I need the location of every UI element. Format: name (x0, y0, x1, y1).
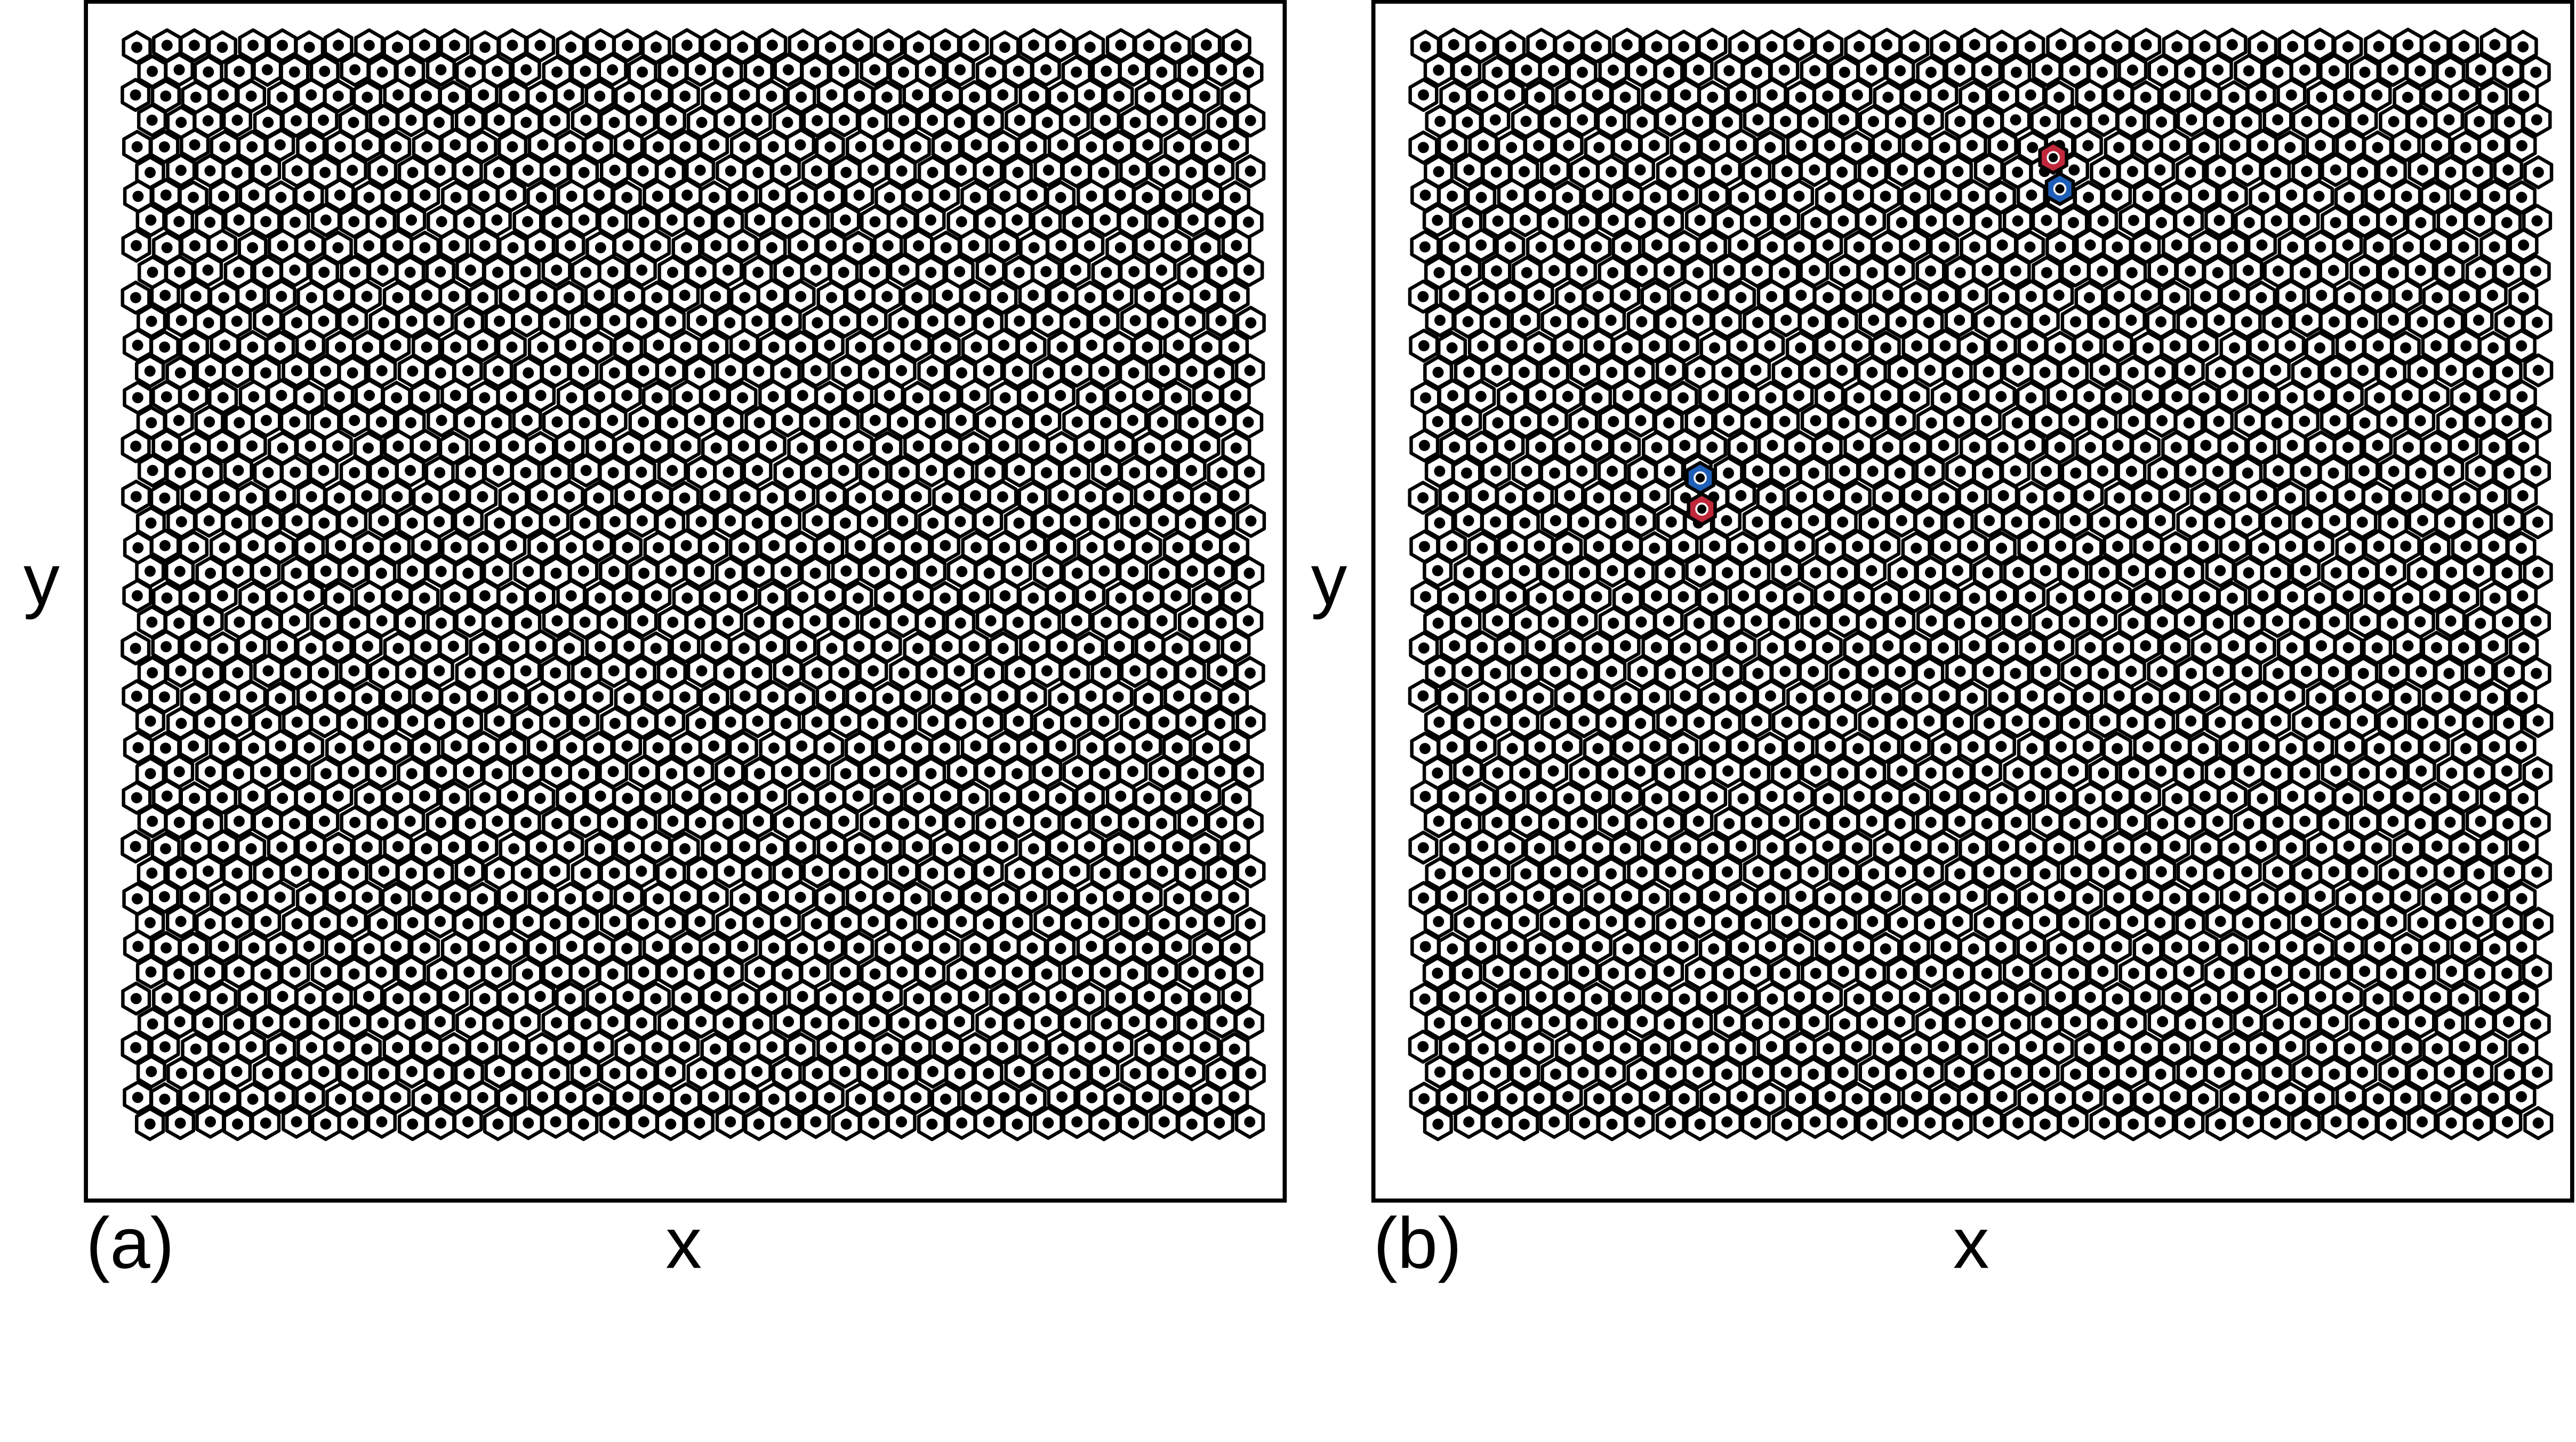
cells (1408, 27, 2554, 1141)
cell-centers (1417, 39, 2544, 1130)
defect-center (1695, 502, 1708, 516)
defect-center (2047, 151, 2060, 164)
panel-label: (a) (86, 1203, 174, 1284)
cells (121, 28, 1266, 1141)
y-axis-label: y (1311, 539, 1347, 620)
cell-centers (130, 39, 1257, 1130)
panel-b: (b) x y (1311, 0, 2574, 1284)
panel-a: (a) x y (23, 0, 1287, 1284)
defect-center (2053, 182, 2067, 196)
defect-center (1694, 471, 1707, 485)
y-axis-label: y (23, 539, 60, 620)
panel-label: (b) (1374, 1203, 1462, 1284)
x-axis-label: x (665, 1203, 702, 1284)
x-axis-label: x (1953, 1203, 1989, 1284)
